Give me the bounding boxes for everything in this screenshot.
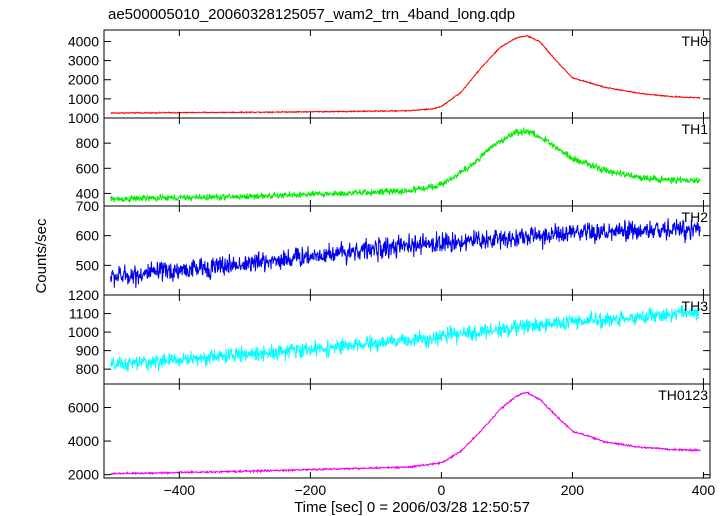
y-tick-label: 1000 [68,324,99,340]
series-label: TH1 [682,121,709,137]
y-tick-label: 400 [76,185,100,201]
y-tick-label: 700 [76,198,100,214]
y-tick-label: 6000 [68,400,99,416]
panel-th0: 1000 2000 3000 4000 TH0 [68,29,711,119]
y-tick-label: 1000 [68,110,99,126]
x-tick-label: 400 [692,482,716,498]
series-line-th0123 [110,391,701,476]
series-line-th0 [110,34,701,115]
panel-th1: 400 600 800 1000 TH1 [68,110,711,207]
series-label: TH0123 [658,387,708,403]
y-tick-label: 600 [76,160,100,176]
y-tick-label: 500 [76,257,100,273]
series-label: TH2 [682,209,709,225]
y-tick-label: 4000 [68,433,99,449]
panel-frame [103,383,711,479]
x-axis-label: Time [sec] 0 = 2006/03/28 12:50:57 [294,499,530,516]
x-tick-label: −200 [295,482,327,498]
y-tick-label: 800 [76,135,100,151]
y-axis-label: Counts/sec [33,218,50,294]
y-tick-label: 900 [76,343,100,359]
series-line-th2 [110,218,701,288]
x-tick-label: 200 [561,482,585,498]
y-tick-label: 4000 [68,33,99,49]
panel-th3: 800 900 1000 1100 1200 TH3 [68,287,711,385]
series-line-th1 [110,127,701,204]
y-tick-label: 1200 [68,287,99,303]
y-tick-label: 600 [76,228,100,244]
y-tick-label: 1100 [69,306,99,322]
chart-title: ae500005010_20060328125057_wam2_trn_4ban… [108,6,515,23]
series-label: TH0 [682,33,709,49]
panel-frame [103,29,711,119]
panel-th0123: 2000 4000 6000 TH0123 [68,383,711,483]
panel-th2: 500 600 700 TH2 [76,198,711,296]
y-tick-label: 2000 [68,72,99,88]
y-tick-label: 800 [76,361,100,377]
y-tick-label: 1000 [68,91,99,107]
y-tick-label: 2000 [68,467,99,483]
panel-frame [103,205,711,296]
panel-frame [103,117,711,207]
x-tick-label: 0 [437,482,445,498]
y-tick-label: 3000 [68,53,99,69]
x-tick-label: −400 [164,482,196,498]
series-line-th3 [110,305,701,372]
series-label: TH3 [682,298,709,314]
